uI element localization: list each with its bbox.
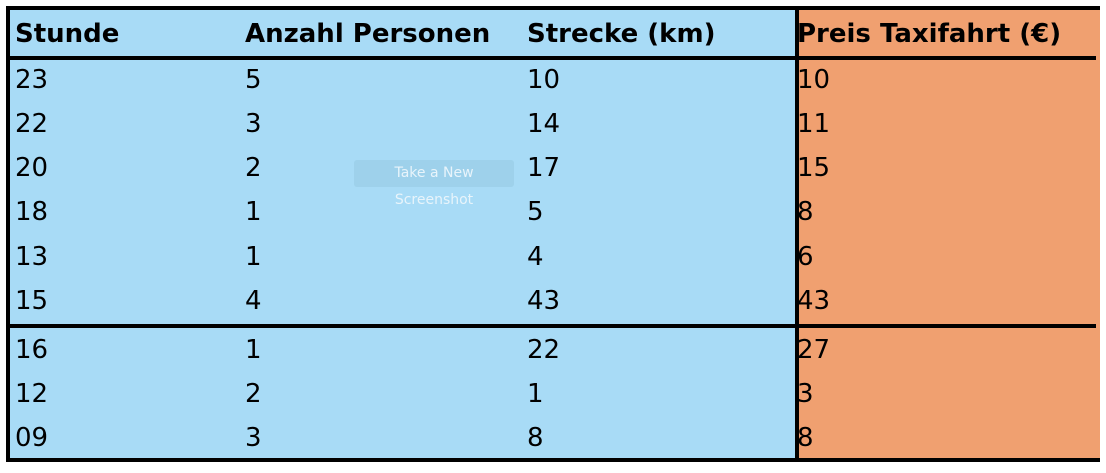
cell-stunde: 18 <box>15 197 49 227</box>
cell-strecke: 43 <box>527 286 561 316</box>
cell-preis-taxifahrt: 8 <box>797 423 814 453</box>
cell-preis-taxifahrt: 8 <box>797 197 814 227</box>
cell-stunde: 16 <box>15 335 49 365</box>
cell-stunde: 15 <box>15 286 49 316</box>
cell-preis-taxifahrt: 11 <box>797 109 831 139</box>
cell-anzahl-personen: 2 <box>245 153 262 183</box>
target-column-highlight <box>795 10 1100 458</box>
cell-stunde: 22 <box>15 109 49 139</box>
cell-strecke: 1 <box>527 379 544 409</box>
cell-strecke: 8 <box>527 423 544 453</box>
cell-anzahl-personen: 5 <box>245 65 262 95</box>
cell-preis-taxifahrt: 43 <box>797 286 831 316</box>
cell-stunde: 12 <box>15 379 49 409</box>
header-stunde: Stunde <box>15 19 120 49</box>
header-strecke: Strecke (km) <box>527 19 716 49</box>
data-table: Stunde Anzahl Personen Strecke (km) Preis T… <box>6 6 1100 462</box>
cell-preis-taxifahrt: 3 <box>797 379 814 409</box>
cell-strecke: 5 <box>527 197 544 227</box>
cell-anzahl-personen: 1 <box>245 335 262 365</box>
cell-preis-taxifahrt: 6 <box>797 242 814 272</box>
cell-stunde: 20 <box>15 153 49 183</box>
cell-preis-taxifahrt: 15 <box>797 153 831 183</box>
cell-anzahl-personen: 1 <box>245 242 262 272</box>
cell-strecke: 14 <box>527 109 561 139</box>
cell-anzahl-personen: 3 <box>245 109 262 139</box>
header-divider <box>10 56 1096 60</box>
cell-stunde: 13 <box>15 242 49 272</box>
cell-preis-taxifahrt: 10 <box>797 65 831 95</box>
header-preis-taxifahrt: Preis Taxifahrt (€) <box>797 19 1062 49</box>
cell-anzahl-personen: 1 <box>245 197 262 227</box>
header-anzahl-personen: Anzahl Personen <box>245 19 491 49</box>
take-screenshot-button[interactable]: Take a New Screenshot <box>354 160 514 208</box>
cell-preis-taxifahrt: 27 <box>797 335 831 365</box>
cell-stunde: 23 <box>15 65 49 95</box>
cell-anzahl-personen: 4 <box>245 286 262 316</box>
cell-stunde: 09 <box>15 423 49 453</box>
cell-strecke: 4 <box>527 242 544 272</box>
cell-strecke: 17 <box>527 153 561 183</box>
cell-strecke: 10 <box>527 65 561 95</box>
cell-anzahl-personen: 2 <box>245 379 262 409</box>
cell-anzahl-personen: 3 <box>245 423 262 453</box>
cell-strecke: 22 <box>527 335 561 365</box>
split-divider <box>10 324 1096 328</box>
